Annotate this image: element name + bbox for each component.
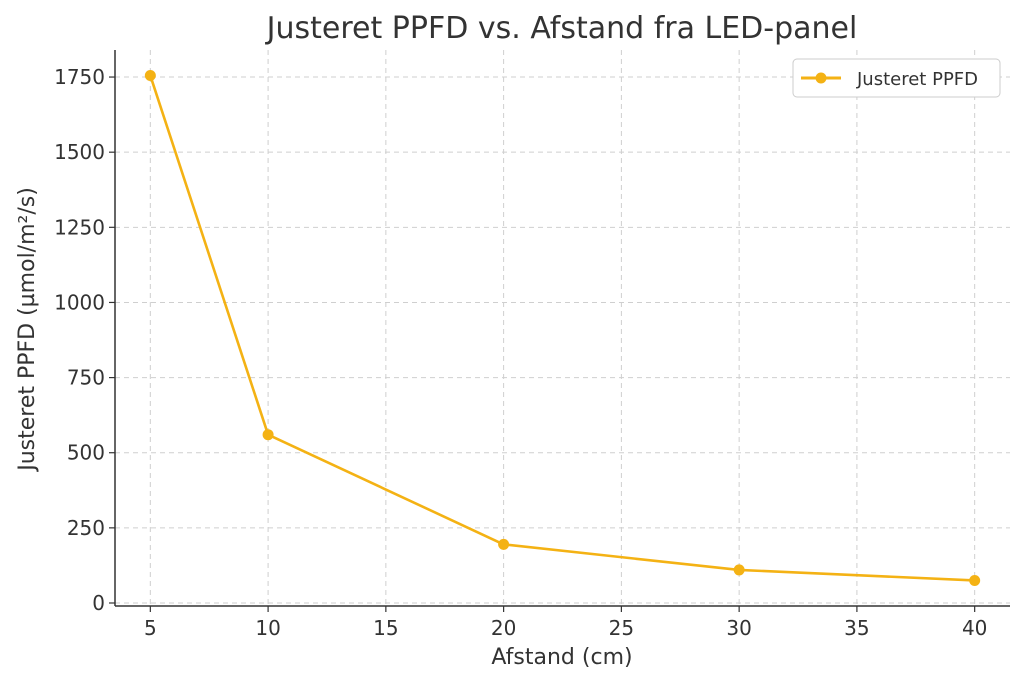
series-layer [144, 70, 981, 586]
y-tick-label: 1750 [54, 65, 105, 89]
legend-label: Justeret PPFD [856, 69, 978, 90]
y-tick-label: 0 [92, 591, 105, 615]
legend: Justeret PPFD [792, 58, 1001, 98]
y-tick-label: 250 [67, 516, 105, 540]
grid [115, 50, 1010, 606]
y-axis-ticks: 0 250 500 750 1000 1250 1500 1750 [54, 65, 115, 615]
x-tick-label: 25 [609, 616, 634, 640]
y-tick-label: 750 [67, 366, 105, 390]
y-tick-label: 1250 [54, 215, 105, 239]
data-point [969, 574, 981, 586]
x-axis-label: Afstand (cm) [491, 645, 632, 670]
x-tick-label: 35 [844, 616, 869, 640]
axes [114, 50, 1010, 607]
y-axis-label: Justeret PPFD (µmol/m²/s) [15, 187, 40, 473]
x-tick-label: 20 [491, 616, 516, 640]
x-tick-label: 10 [255, 616, 280, 640]
x-tick-label: 5 [144, 616, 157, 640]
x-axis-ticks: 5 10 15 20 25 30 35 40 [144, 606, 987, 640]
data-point [733, 564, 745, 576]
x-tick-label: 40 [962, 616, 987, 640]
chart-title: Justeret PPFD vs. Afstand fra LED-panel [265, 11, 858, 46]
data-point [498, 538, 510, 550]
legend-marker [815, 72, 827, 84]
y-tick-label: 500 [67, 441, 105, 465]
x-tick-label: 30 [726, 616, 751, 640]
legend-box [792, 58, 1001, 98]
x-tick-label: 15 [373, 616, 398, 640]
series-line [149, 75, 975, 582]
y-tick-label: 1500 [54, 140, 105, 164]
y-tick-label: 1000 [54, 290, 105, 314]
data-point [144, 70, 156, 82]
data-point [262, 429, 274, 441]
